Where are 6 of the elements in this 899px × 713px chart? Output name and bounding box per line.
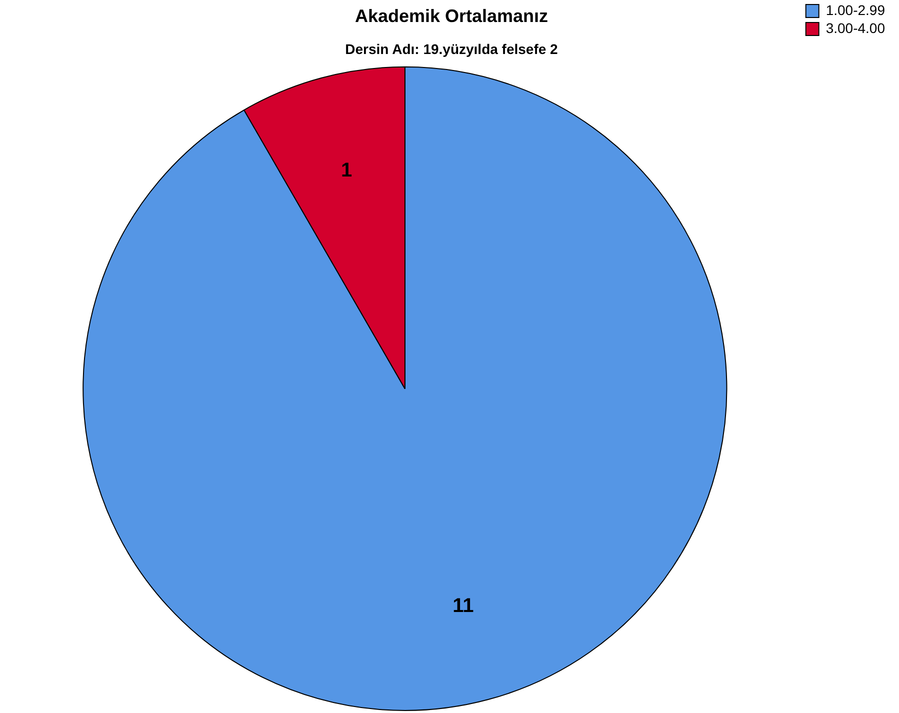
legend-label: 3.00-4.00	[826, 20, 886, 36]
data-label: 1	[341, 160, 352, 182]
legend-label: 1.00-2.99	[826, 2, 886, 18]
chart-title: Akademik Ortalamanız	[354, 6, 548, 26]
data-label: 11	[452, 594, 474, 617]
text: Dersin Adı: 19.yüzyılda felsefe 2	[345, 40, 558, 57]
